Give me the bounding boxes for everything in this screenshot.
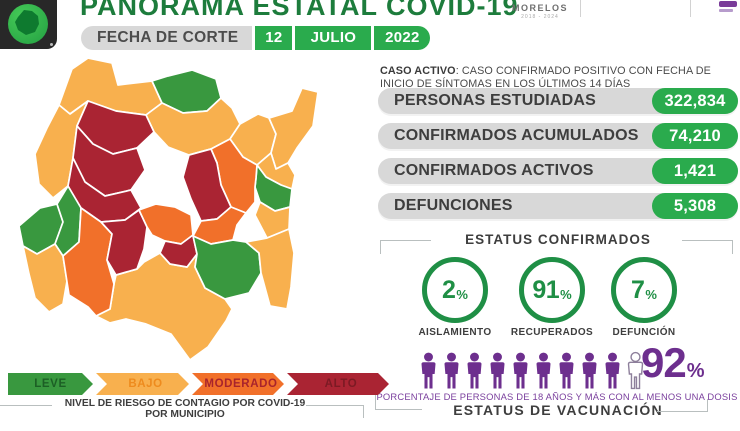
legend-caption-covid: COVID-19 <box>257 398 306 409</box>
percent-sign: % <box>645 287 657 302</box>
confirmed-status-title: ESTATUS CONFIRMADOS <box>465 232 651 247</box>
government-years: 2018 - 2024 <box>521 14 559 20</box>
percent-sign: % <box>686 360 705 382</box>
partner-logo-mark <box>719 9 733 12</box>
aislamiento-circle: 2% <box>422 257 488 323</box>
aislamiento-label: AISLAMIENTO <box>418 327 492 338</box>
government-logo: MORELOS 2018 - 2024 <box>503 3 577 20</box>
legend-level-moderado: MODERADO <box>192 373 284 395</box>
person-icon <box>627 351 644 390</box>
stat-value: 74,210 <box>652 123 738 149</box>
stat-label: CONFIRMADOS ACUMULADOS <box>394 127 639 144</box>
person-icon <box>582 352 597 389</box>
government-name: MORELOS <box>511 3 568 13</box>
stat-row-defunciones: DEFUNCIONES 5,308 <box>378 193 738 219</box>
defuncion-label: DEFUNCIÓN <box>612 327 676 338</box>
legend-caption: NIVEL DE RIESGO DE CONTAGIO POR COVID-19… <box>0 398 370 421</box>
stat-label: PERSONAS ESTUDIADAS <box>394 92 597 109</box>
person-icon <box>536 352 551 389</box>
state-shape-icon <box>15 10 39 35</box>
legend-caption-text: NIVEL DE RIESGO DE CONTAGIO POR <box>64 398 258 409</box>
date-bar: FECHA DE CORTE 12 JULIO 2022 <box>81 26 431 50</box>
aislamiento-percent: 2 <box>442 275 456 304</box>
bracket-line <box>375 383 422 410</box>
bracket-line <box>657 399 708 412</box>
partner-logo <box>719 1 740 14</box>
active-case-term: CASO ACTIVO <box>380 64 456 77</box>
defuncion-percent: 7 <box>631 275 645 304</box>
page-title: PANORAMA ESTATAL COVID-19 <box>80 0 519 21</box>
stat-row-personas-estudiadas: PERSONAS ESTUDIADAS 322,834 <box>378 88 738 114</box>
date-day: 12 <box>255 26 293 50</box>
legend-level-bajo: BAJO <box>96 373 189 395</box>
logo-ring-icon <box>8 4 48 44</box>
bracket-line <box>0 405 52 418</box>
defuncion-circle: 7% <box>611 257 677 323</box>
stat-value: 5,308 <box>652 193 738 219</box>
legend-level-alto: ALTO <box>287 373 389 395</box>
bracket-line <box>682 240 733 254</box>
date-label: FECHA DE CORTE <box>81 26 253 50</box>
logo-dot <box>50 43 53 46</box>
person-icon <box>490 352 505 389</box>
stat-value: 1,421 <box>652 158 738 184</box>
stat-row-confirmados-acumulados: CONFIRMADOS ACUMULADOS 74,210 <box>378 123 738 149</box>
recuperados-circle: 91% <box>519 257 585 323</box>
person-icon <box>559 352 574 389</box>
header-divider <box>580 0 581 17</box>
vaccination-icons <box>418 351 646 390</box>
person-icon <box>605 352 620 389</box>
header-divider <box>690 0 691 17</box>
active-case-definition: CASO ACTIVO: CASO CONFIRMADO POSITIVO CO… <box>380 65 738 92</box>
vaccination-percent-number: 92 <box>641 339 687 386</box>
bracket-line <box>306 405 364 418</box>
stat-label: DEFUNCIONES <box>394 197 513 214</box>
legend-level-leve: LEVE <box>8 373 93 395</box>
state-logo <box>0 0 57 49</box>
stat-label: CONFIRMADOS ACTIVOS <box>394 162 594 179</box>
stat-value: 322,834 <box>652 88 738 114</box>
percent-sign: % <box>560 287 572 302</box>
morelos-risk-map <box>18 57 319 361</box>
person-icon <box>444 352 459 389</box>
recuperados-percent: 91 <box>532 275 560 304</box>
vaccination-percent: 92% <box>641 339 705 387</box>
legend-caption-line2: POR MUNICIPIO <box>145 408 225 420</box>
active-case-text: : CASO CONFIRMADO POSITIVO CON FECHA DE … <box>380 64 711 91</box>
risk-legend: LEVE BAJO MODERADO ALTO <box>8 373 389 395</box>
partner-logo-mark <box>719 1 737 7</box>
date-month: JULIO <box>295 26 372 50</box>
vaccination-caption: PORCENTAJE DE PERSONAS DE 18 AÑOS Y MÁS … <box>376 391 738 402</box>
vaccination-title: ESTATUS DE VACUNACIÓN <box>453 402 663 418</box>
person-icon <box>513 352 528 389</box>
person-icon <box>467 352 482 389</box>
date-year: 2022 <box>374 26 431 50</box>
stat-row-confirmados-activos: CONFIRMADOS ACTIVOS 1,421 <box>378 158 738 184</box>
percent-sign: % <box>456 287 468 302</box>
recuperados-label: RECUPERADOS <box>510 327 594 338</box>
bracket-line <box>380 240 431 254</box>
person-icon <box>421 352 436 389</box>
